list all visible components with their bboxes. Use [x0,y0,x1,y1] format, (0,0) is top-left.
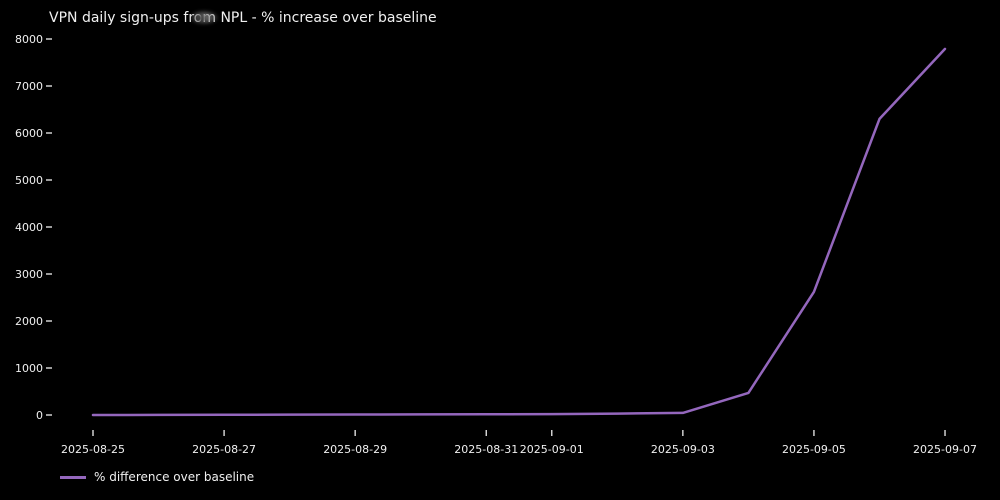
x-tick-label: 2025-09-05 [782,443,846,456]
legend-line-swatch [60,475,86,479]
legend-label: % difference over baseline [94,470,255,484]
x-tick-label: 2025-08-25 [61,443,125,456]
y-tick-label: 3000 [15,268,43,281]
y-tick-label: 4000 [15,221,43,234]
x-tick-label: 2025-09-07 [913,443,977,456]
y-tick-label: 8000 [15,33,43,46]
data-line-series [91,47,947,417]
y-tick-label: 1000 [15,362,43,375]
y-tick-label: 6000 [15,127,43,140]
y-tick-label: 2000 [15,315,43,328]
y-tick-label: 5000 [15,174,43,187]
x-tick-label: 2025-08-29 [323,443,387,456]
x-tick-label: 2025-09-03 [651,443,715,456]
legend: % difference over baseline [60,470,254,484]
x-tick-label: 2025-08-31 [454,443,518,456]
y-tick-label: 7000 [15,80,43,93]
x-tick-label: 2025-08-27 [192,443,256,456]
x-tick-label: 2025-09-01 [520,443,584,456]
chart-title: VPN daily sign-ups from NPL - % increase… [49,10,437,26]
y-tick-label: 0 [36,409,43,422]
